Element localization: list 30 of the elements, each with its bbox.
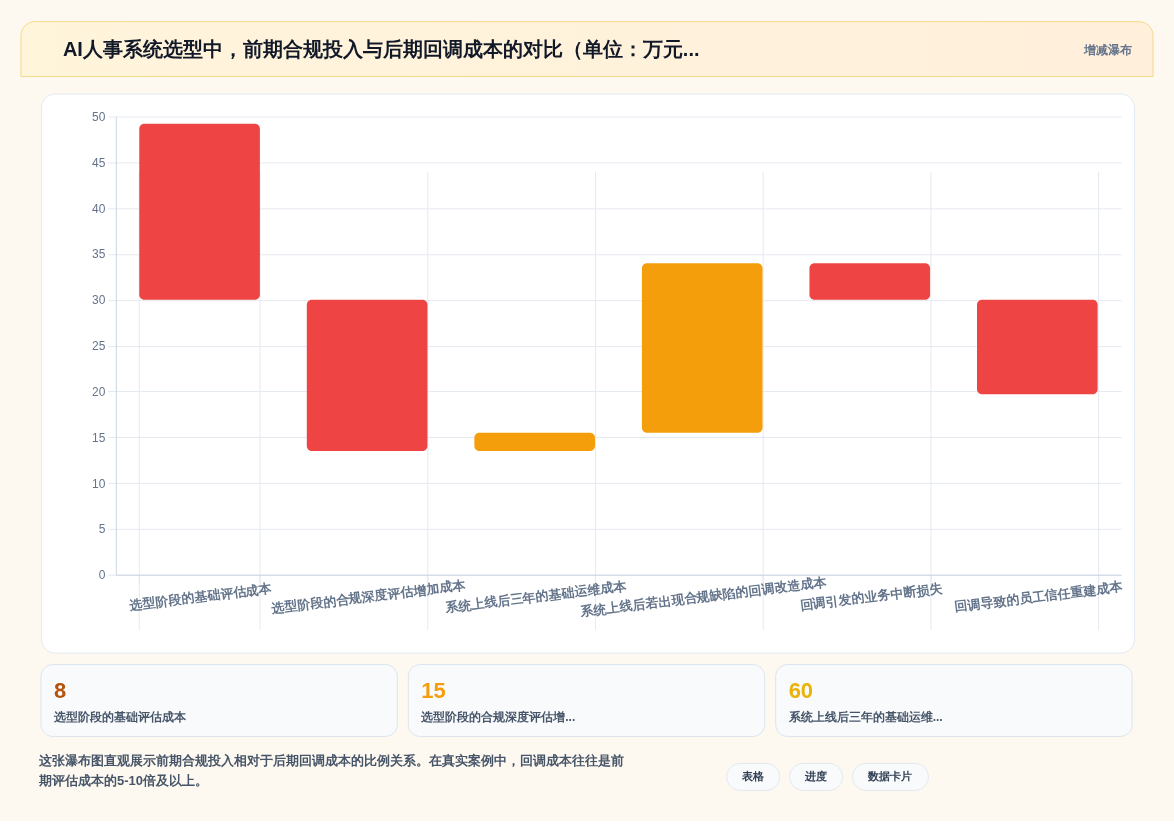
y-tick-label: 30 [91, 293, 106, 308]
y-tick-label: 50 [91, 109, 106, 124]
category-label: 进度 [804, 769, 828, 782]
chart-subtitle: 增减瀑布 [1083, 42, 1133, 57]
bar [977, 299, 1098, 395]
y-tick-label: 25 [91, 339, 106, 354]
bar [306, 299, 428, 451]
data-label: 8 [53, 677, 67, 703]
category-label: 选型阶段的基础评估成本 [52, 710, 187, 725]
category-label: 数据卡片 [867, 769, 913, 782]
y-tick-label: 45 [91, 155, 106, 170]
y-tick-label: 10 [91, 476, 106, 491]
data-label: 15 [421, 677, 446, 703]
y-tick-label: 0 [98, 568, 106, 583]
data-label: 60 [788, 677, 814, 703]
bar [139, 123, 260, 300]
y-tick-label: 35 [91, 247, 106, 262]
text: 这张瀑布图直观展示前期合规投入相对于后期回调成本的比例关系。在真实案例中，回调成本往往是前期评估成本的5-10倍及以上。 [37, 753, 624, 789]
bar [641, 263, 763, 433]
y-tick-label: 40 [91, 201, 106, 216]
bar [809, 263, 931, 300]
category-label: 表格 [741, 769, 766, 782]
y-tick-label: 20 [91, 384, 106, 399]
bar [474, 432, 595, 451]
x-tick-label: 回调导致的员工信任重建成本 [953, 578, 1125, 615]
category-label: 选型阶段的合规深度评估增... [420, 710, 576, 725]
y-tick-label: 5 [98, 522, 106, 537]
category-label: 系统上线后三年的基础运维... [787, 710, 943, 725]
y-tick-label: 15 [91, 430, 106, 445]
chart-title: AI人事系统选型中，前期合规投入与后期回调成本的对比（单位：万元... [62, 37, 700, 60]
